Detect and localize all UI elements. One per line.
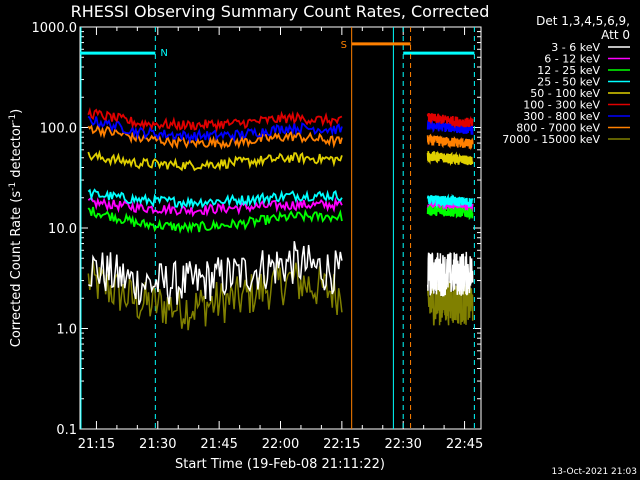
y-tick-label: 1000.0 (32, 21, 78, 36)
legend-label: 100 - 300 keV (523, 99, 600, 112)
x-tick-label: 22:45 (446, 437, 483, 452)
legend-label: 12 - 25 keV (537, 64, 600, 77)
series-line (426, 112, 474, 129)
y-axis-label-mid: detector (9, 122, 24, 182)
y-axis-label: Corrected Count Rate (s-1 detector-1) (8, 109, 24, 347)
axis-ticks: 21:15 21:30 21:45 22:00 22:15 22:30 22:45 0.1 1.… (32, 21, 484, 452)
series-line (87, 196, 343, 218)
x-tick-label: 22:15 (323, 437, 360, 452)
detector-label: Det 1,3,4,5,6,9, (536, 14, 630, 28)
saa-flag-label: S (341, 40, 347, 51)
x-tick-label: 21:30 (139, 437, 176, 452)
series-line (426, 193, 474, 209)
plot-frame (79, 26, 482, 430)
attenuator-label: Att 0 (601, 28, 630, 42)
night-flag-label: N (160, 48, 167, 59)
y-tick-label: 100.0 (40, 122, 77, 137)
series-line (87, 188, 343, 210)
series-line (87, 107, 343, 133)
x-tick-label: 21:15 (78, 437, 115, 452)
y-tick-label: 10.0 (48, 222, 77, 237)
series-line (426, 204, 474, 221)
y-axis-label-end: ) (9, 109, 24, 114)
series-line (87, 259, 343, 331)
legend-label: 3 - 6 keV (551, 41, 600, 54)
legend-label: 7000 - 15000 keV (502, 133, 600, 146)
y-tick-label: 1.0 (56, 323, 77, 338)
series-line (87, 149, 343, 172)
series-line (87, 123, 343, 150)
y-axis-label-sup2: -1 (8, 114, 18, 123)
timestamp: 13-Oct-2021 21:03 (552, 467, 637, 477)
series-line (426, 150, 474, 166)
legend-label: 50 - 100 keV (530, 87, 600, 100)
x-tick-label: 22:00 (262, 437, 299, 452)
y-tick-label: 0.1 (56, 423, 77, 438)
y-axis-label-main: Corrected Count Rate (s (9, 191, 24, 348)
series-line (426, 133, 474, 151)
series-line (426, 280, 474, 326)
chart-title: RHESSI Observing Summary Count Rates, Co… (71, 2, 490, 21)
series-lines (87, 107, 474, 331)
x-tick-label: 22:30 (384, 437, 421, 452)
legend-label: 800 - 7000 keV (516, 122, 600, 135)
series-line (426, 251, 474, 297)
legend-label: 6 - 12 keV (544, 53, 600, 66)
x-tick-label: 21:45 (200, 437, 237, 452)
flag-markers: NS (80, 27, 475, 429)
series-line (87, 115, 343, 145)
series-line (87, 241, 343, 306)
series-line (87, 206, 343, 235)
legend-label: 300 - 800 keV (523, 110, 600, 123)
y-axis-label-sup1: -1 (8, 182, 18, 191)
x-axis-label: Start Time (19-Feb-08 21:11:22) (175, 457, 385, 472)
legend-label: 25 - 50 keV (537, 76, 600, 89)
